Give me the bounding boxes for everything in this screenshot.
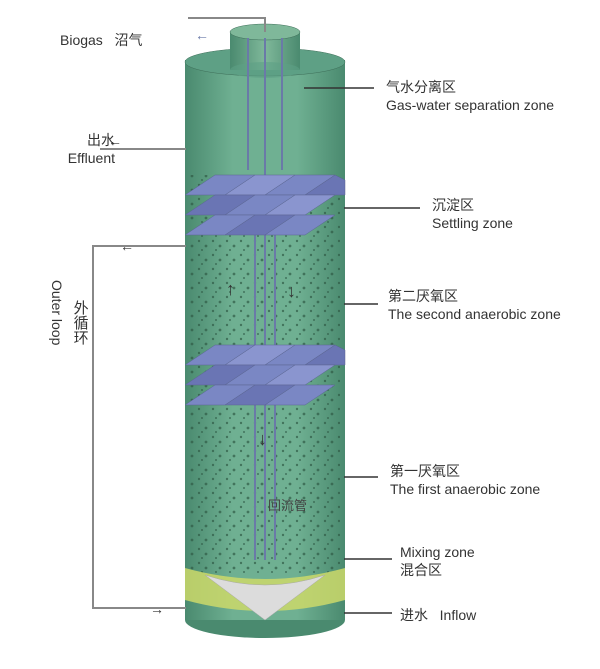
settling-cn: 沉淀区 <box>432 196 513 214</box>
outer-loop-arrow-bottom: → <box>150 601 164 617</box>
effluent-label: 出水 Effluent <box>55 131 115 167</box>
settling-label: 沉淀区 Settling zone <box>432 196 513 232</box>
first-anaerobic-en: The first anaerobic zone <box>390 480 580 498</box>
second-anaerobic-en: The second anaerobic zone <box>388 305 578 323</box>
outer-loop-label: Outer loop 外循环 <box>48 280 90 350</box>
settling-en: Settling zone <box>432 214 513 232</box>
flow-arrow-down-1: ↓ <box>287 281 296 301</box>
first-anaerobic-label: 第一厌氧区 The first anaerobic zone <box>390 462 580 498</box>
inflow-cn: 进水 <box>400 607 428 623</box>
flow-arrow-down-2: ↓ <box>258 429 267 449</box>
outer-loop-en: Outer loop <box>48 280 66 345</box>
inflow-label: 进水 Inflow <box>400 606 476 624</box>
biogas-cn: 沼气 <box>114 32 142 48</box>
mixing-en: Mixing zone <box>400 543 475 561</box>
mixing-cn: 混合区 <box>400 561 475 579</box>
gas-water-cn: 气水分离区 <box>386 78 576 96</box>
effluent-cn: 出水 <box>55 131 115 149</box>
outer-loop-pipe <box>93 246 186 608</box>
biogas-label: Biogas 沼气 <box>60 31 142 49</box>
gas-water-label: 气水分离区 Gas-water separation zone <box>386 78 576 114</box>
biogas-en: Biogas <box>60 32 103 48</box>
return-pipe-label: 回流管 <box>268 498 307 515</box>
outer-loop-arrow-top: ← <box>120 238 134 254</box>
flow-arrow-up: ↑ <box>226 279 235 299</box>
outer-loop-cn: 外循环 <box>70 300 90 345</box>
second-anaerobic-cn: 第二厌氧区 <box>388 287 578 305</box>
biogas-arrow: ← <box>195 27 209 43</box>
inflow-en: Inflow <box>440 607 477 623</box>
first-anaerobic-cn: 第一厌氧区 <box>390 462 580 480</box>
effluent-en: Effluent <box>55 149 115 167</box>
gas-water-en: Gas-water separation zone <box>386 96 576 114</box>
second-anaerobic-label: 第二厌氧区 The second anaerobic zone <box>388 287 578 323</box>
mixing-label: Mixing zone 混合区 <box>400 543 475 579</box>
